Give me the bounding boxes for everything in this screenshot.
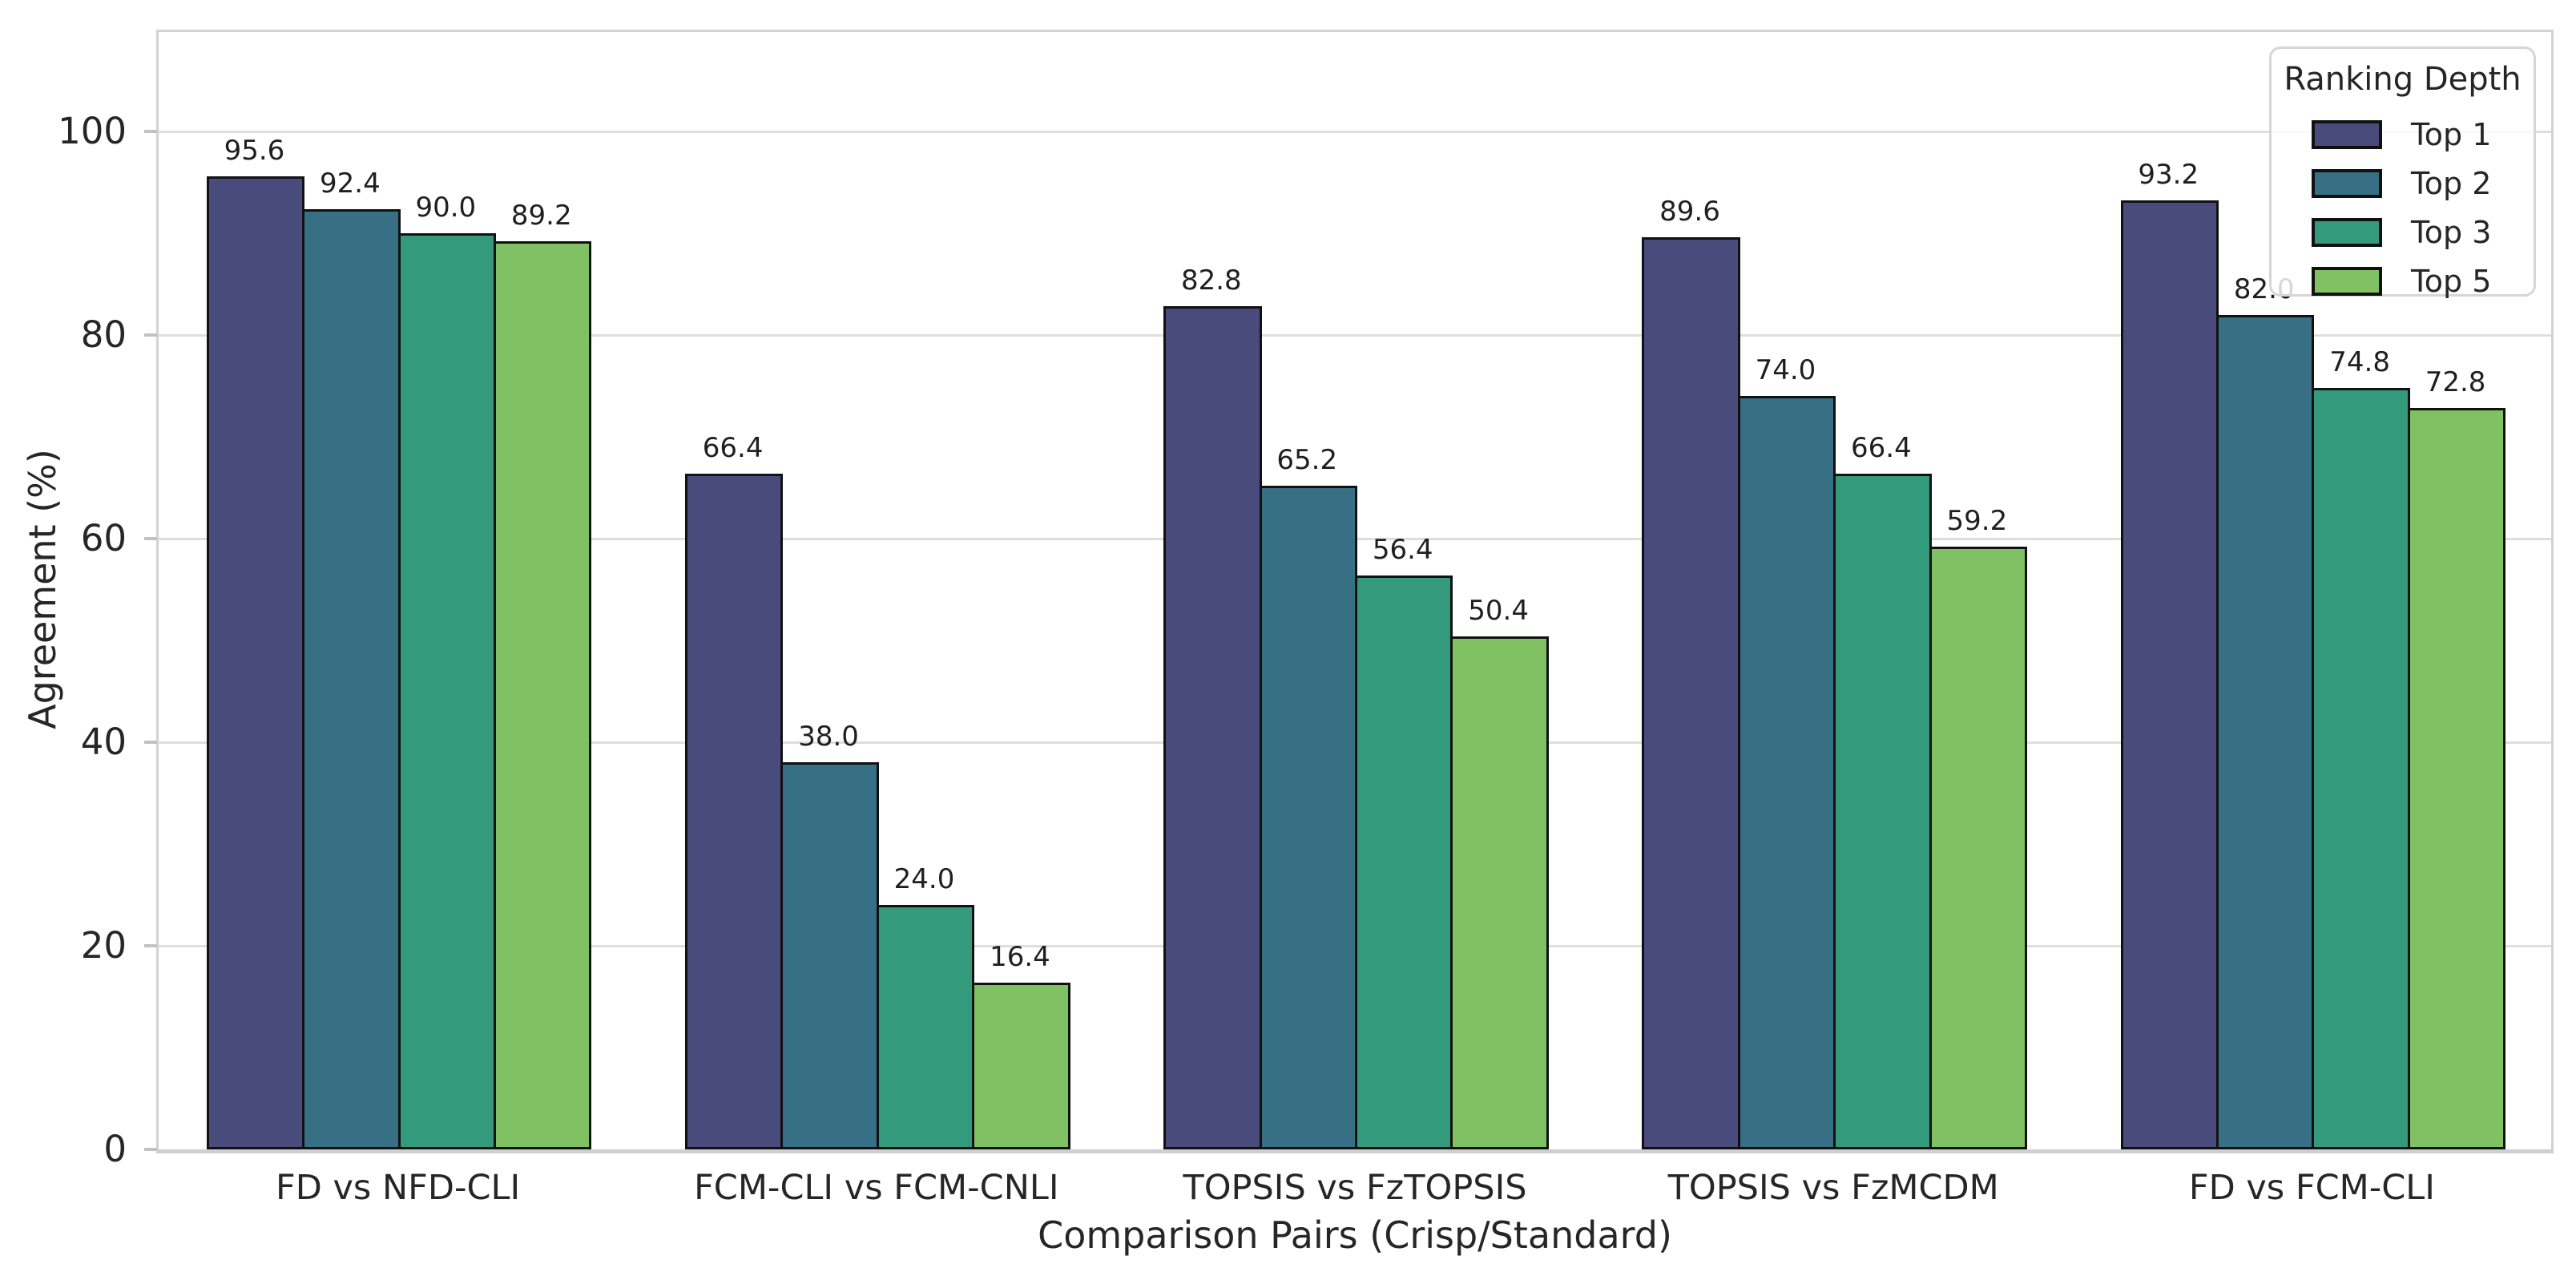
y-tick-label: 60 — [80, 517, 127, 559]
y-tick-label: 40 — [80, 721, 127, 763]
legend-item-label: Top 5 — [2411, 263, 2492, 299]
bar-value-label: 56.4 — [1372, 533, 1433, 566]
x-category-label: FD vs NFD-CLI — [275, 1168, 521, 1208]
legend-item-label: Top 1 — [2411, 116, 2492, 152]
legend-swatch — [2312, 119, 2382, 149]
y-tick-mark — [144, 130, 157, 133]
bar-value-label: 65.2 — [1276, 443, 1338, 476]
bar-value-label: 59.2 — [1946, 505, 2008, 538]
legend-item: Top 1 — [2312, 110, 2491, 159]
bar-value-label: 89.2 — [510, 200, 572, 232]
bar-value-label: 82.8 — [1180, 265, 1242, 297]
bar — [1163, 306, 1262, 1149]
bar-value-label: 74.0 — [1755, 354, 1816, 387]
legend-item: Top 3 — [2312, 208, 2491, 256]
y-axis-title: Agreement (%) — [21, 449, 64, 729]
legend-item-label: Top 3 — [2411, 214, 2492, 250]
axis-spine-left — [156, 30, 159, 1153]
legend-title: Ranking Depth — [2284, 61, 2522, 98]
bar-value-label: 89.6 — [1659, 196, 1720, 228]
x-category-label: TOPSIS vs FzTOPSIS — [1183, 1168, 1527, 1208]
gridline — [159, 130, 2551, 133]
y-tick-mark — [144, 1148, 157, 1151]
bar — [1450, 636, 1549, 1149]
axis-spine-top — [156, 30, 2554, 32]
x-category-label: FD vs FCM-CLI — [2188, 1168, 2435, 1208]
y-tick-label: 20 — [80, 924, 127, 967]
bar-value-label: 92.4 — [320, 167, 381, 200]
bar-value-label: 74.8 — [2329, 346, 2390, 379]
bar — [972, 982, 1070, 1149]
legend-item-label: Top 2 — [2411, 165, 2492, 201]
y-tick-mark — [144, 537, 157, 540]
axis-spine-right — [2551, 30, 2554, 1153]
bar-value-label: 66.4 — [1851, 431, 1912, 464]
bar — [2120, 200, 2219, 1149]
bar-value-label: 72.8 — [2425, 366, 2486, 399]
y-tick-label: 100 — [58, 110, 127, 152]
bar — [1929, 547, 2028, 1149]
bar — [1355, 575, 1453, 1149]
x-category-label: FCM-CLI vs FCM-CNLI — [694, 1168, 1059, 1208]
y-tick-mark — [144, 944, 157, 947]
bar — [1833, 473, 1932, 1149]
y-tick-mark — [144, 333, 157, 337]
bar-value-label: 66.4 — [702, 431, 764, 464]
bar — [494, 241, 592, 1149]
y-tick-mark — [144, 741, 157, 744]
bar-value-label: 24.0 — [893, 863, 955, 896]
y-tick-label: 80 — [80, 313, 127, 356]
bar-value-label: 38.0 — [798, 721, 859, 753]
bar — [1737, 396, 1836, 1149]
legend-item: Top 2 — [2312, 159, 2491, 208]
legend-swatch — [2312, 168, 2382, 198]
bar-value-label: 16.4 — [990, 940, 1050, 973]
bar — [2312, 388, 2410, 1149]
bar — [780, 762, 879, 1149]
bar — [302, 208, 401, 1149]
bar — [206, 176, 305, 1149]
bar-value-label: 93.2 — [2138, 159, 2199, 192]
bar — [2407, 408, 2506, 1149]
bar — [684, 473, 784, 1149]
y-tick-label: 0 — [103, 1128, 127, 1170]
x-category-label: TOPSIS vs FzMCDM — [1667, 1168, 1999, 1208]
bar-value-label: 90.0 — [415, 192, 477, 224]
legend-swatch — [2312, 217, 2382, 247]
bar — [2215, 314, 2315, 1149]
x-axis-title: Comparison Pairs (Crisp/Standard) — [1038, 1214, 1672, 1257]
legend: Ranking Depth Top 1 Top 2 Top 3 Top 5 — [2269, 46, 2536, 299]
bar — [397, 233, 497, 1149]
legend-item: Top 5 — [2312, 256, 2491, 305]
bar-value-label: 95.6 — [224, 134, 285, 167]
bar — [1259, 485, 1357, 1149]
gridline — [159, 333, 2551, 337]
bar-value-label: 50.4 — [1468, 594, 1529, 627]
axis-spine-bottom — [156, 1149, 2554, 1153]
legend-swatch — [2312, 266, 2382, 296]
